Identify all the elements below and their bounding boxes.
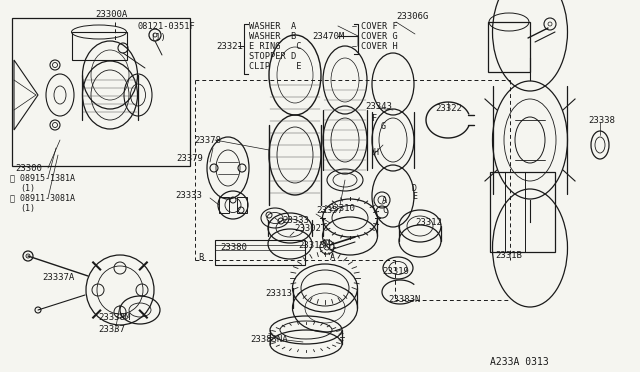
Text: 23321: 23321 bbox=[216, 42, 243, 51]
Text: H: H bbox=[374, 148, 379, 157]
Text: 23313: 23313 bbox=[265, 289, 292, 298]
Text: COVER H: COVER H bbox=[361, 42, 397, 51]
Text: 23337A: 23337A bbox=[42, 273, 74, 282]
Bar bbox=[490, 172, 555, 252]
Text: 23357: 23357 bbox=[316, 205, 343, 215]
Polygon shape bbox=[14, 60, 38, 130]
Text: 23338M: 23338M bbox=[98, 314, 131, 323]
Text: 23337: 23337 bbox=[98, 326, 125, 334]
Text: C: C bbox=[382, 205, 387, 215]
Text: 23306G: 23306G bbox=[396, 12, 428, 20]
Text: 23302: 23302 bbox=[294, 224, 321, 232]
Text: 23470M: 23470M bbox=[312, 32, 344, 41]
Text: B: B bbox=[198, 253, 204, 263]
Text: 23333: 23333 bbox=[175, 190, 202, 199]
Text: WASHER  A: WASHER A bbox=[249, 22, 296, 31]
Text: 23312: 23312 bbox=[415, 218, 442, 227]
Bar bbox=[488, 22, 530, 72]
Text: A: A bbox=[382, 196, 387, 205]
Text: 23343: 23343 bbox=[365, 102, 392, 110]
Text: 23300: 23300 bbox=[15, 164, 42, 173]
Text: Ⓧ 08911-3081A: Ⓧ 08911-3081A bbox=[10, 193, 75, 202]
Text: 23322: 23322 bbox=[435, 103, 462, 112]
Text: Ⓦ 08915-1381A: Ⓦ 08915-1381A bbox=[10, 173, 75, 183]
Text: 23333: 23333 bbox=[282, 215, 309, 224]
Text: E RING   C: E RING C bbox=[249, 42, 301, 51]
Text: STOPPER D: STOPPER D bbox=[249, 51, 296, 61]
Text: 23380: 23380 bbox=[220, 244, 247, 253]
Text: E: E bbox=[412, 192, 417, 201]
Text: 23310: 23310 bbox=[328, 203, 355, 212]
Text: 2331B: 2331B bbox=[495, 251, 522, 260]
Text: 23338: 23338 bbox=[588, 115, 615, 125]
Text: (1): (1) bbox=[20, 203, 35, 212]
Text: 23379: 23379 bbox=[176, 154, 203, 163]
Bar bbox=[237, 197, 247, 213]
Text: 23319: 23319 bbox=[382, 267, 409, 276]
Text: (1): (1) bbox=[20, 183, 35, 192]
Text: F: F bbox=[372, 113, 377, 122]
Text: D: D bbox=[412, 183, 417, 192]
Bar bbox=[72, 32, 127, 60]
Bar bbox=[219, 197, 229, 213]
Text: CLIP     E: CLIP E bbox=[249, 61, 301, 71]
Text: A233A 0313: A233A 0313 bbox=[490, 357, 548, 367]
Text: 23300A: 23300A bbox=[95, 10, 127, 19]
Text: COVER G: COVER G bbox=[361, 32, 397, 41]
Text: 23383NA: 23383NA bbox=[250, 336, 287, 344]
Text: 08121-0351F: 08121-0351F bbox=[138, 22, 196, 31]
Text: WASHER  B: WASHER B bbox=[249, 32, 296, 41]
Text: (1): (1) bbox=[150, 32, 166, 42]
Text: 23378: 23378 bbox=[194, 135, 221, 144]
Text: COVER F: COVER F bbox=[361, 22, 397, 31]
Text: 23313M: 23313M bbox=[298, 241, 330, 250]
Text: 23383N: 23383N bbox=[388, 295, 420, 305]
Text: A: A bbox=[330, 253, 335, 263]
Bar bbox=[12, 18, 190, 166]
Text: G: G bbox=[381, 122, 386, 131]
